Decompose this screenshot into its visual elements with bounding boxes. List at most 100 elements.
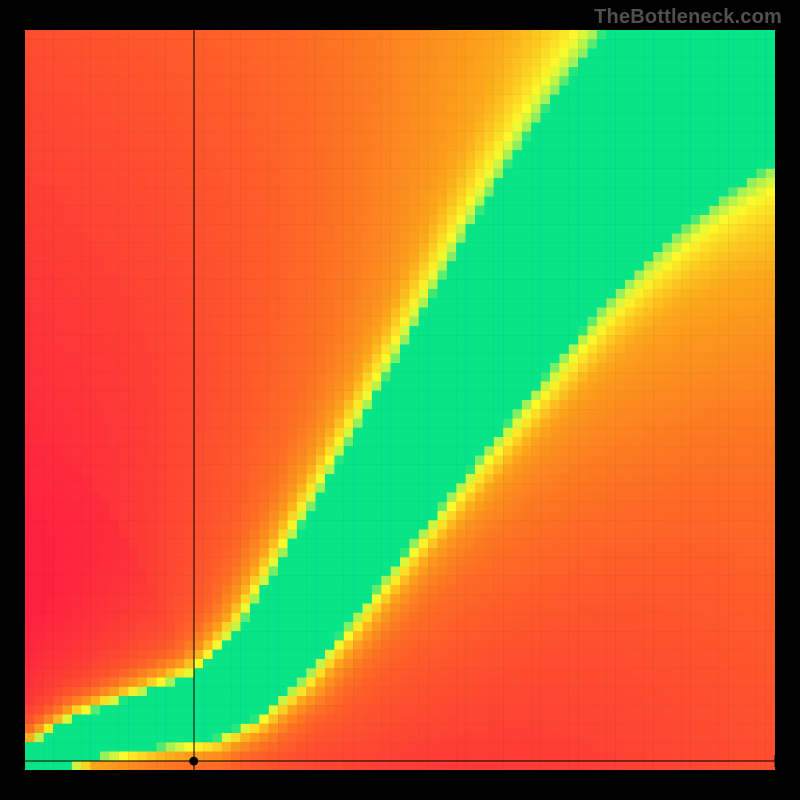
heatmap-cell <box>44 234 54 243</box>
heatmap-cell <box>269 483 279 492</box>
heatmap-cell <box>344 567 354 576</box>
heatmap-cell <box>653 576 663 585</box>
heatmap-cell <box>334 493 344 502</box>
heatmap-cell <box>288 141 298 150</box>
heatmap-cell <box>588 280 598 289</box>
heatmap-cell <box>606 58 616 67</box>
heatmap-cell <box>381 317 391 326</box>
heatmap-cell <box>109 382 119 391</box>
heatmap-cell <box>644 483 654 492</box>
heatmap-cell <box>709 511 719 520</box>
heatmap-cell <box>63 39 73 48</box>
heatmap-cell <box>278 76 288 85</box>
heatmap-cell <box>466 67 476 76</box>
heatmap-cell <box>334 317 344 326</box>
heatmap-cell <box>681 39 691 48</box>
heatmap-cell <box>475 557 485 566</box>
heatmap-cell <box>719 409 729 418</box>
heatmap-cell <box>109 576 119 585</box>
heatmap-cell <box>653 30 663 39</box>
heatmap-cell <box>72 502 82 511</box>
heatmap-cell <box>503 224 513 233</box>
heatmap-cell <box>72 160 82 169</box>
heatmap-cell <box>419 187 429 196</box>
heatmap-cell <box>147 252 157 261</box>
heatmap-cell <box>756 95 766 104</box>
heatmap-cell <box>109 548 119 557</box>
heatmap-cell <box>550 548 560 557</box>
heatmap-cell <box>766 252 775 261</box>
heatmap-cell <box>381 483 391 492</box>
heatmap-cell <box>194 76 204 85</box>
heatmap-cell <box>334 86 344 95</box>
heatmap-cell <box>484 113 494 122</box>
heatmap-cell <box>81 280 91 289</box>
heatmap-cell <box>222 520 232 529</box>
heatmap-cell <box>44 585 54 594</box>
heatmap-cell <box>109 58 119 67</box>
heatmap-cell <box>419 520 429 529</box>
heatmap-cell <box>513 39 523 48</box>
heatmap-cell <box>166 206 176 215</box>
heatmap-cell <box>559 474 569 483</box>
heatmap-cell <box>72 446 82 455</box>
heatmap-cell <box>578 95 588 104</box>
heatmap-cell <box>259 30 269 39</box>
heatmap-cell <box>194 317 204 326</box>
heatmap-cell <box>325 206 335 215</box>
heatmap-cell <box>372 557 382 566</box>
heatmap-cell <box>747 123 757 132</box>
heatmap-cell <box>513 289 523 298</box>
heatmap-cell <box>63 520 73 529</box>
heatmap-cell <box>44 141 54 150</box>
heatmap-cell <box>203 604 213 613</box>
heatmap-cell <box>691 345 701 354</box>
heatmap-cell <box>616 511 626 520</box>
heatmap-cell <box>475 354 485 363</box>
heatmap-cell <box>588 76 598 85</box>
heatmap-cell <box>756 557 766 566</box>
heatmap-cell <box>438 58 448 67</box>
heatmap-cell <box>447 123 457 132</box>
heatmap-cell <box>259 382 269 391</box>
heatmap-cell <box>766 400 775 409</box>
heatmap-cell <box>578 206 588 215</box>
heatmap-cell <box>541 372 551 381</box>
heatmap-cell <box>278 400 288 409</box>
heatmap-cell <box>288 493 298 502</box>
heatmap-cell <box>325 437 335 446</box>
heatmap-cell <box>522 271 532 280</box>
heatmap-cell <box>709 502 719 511</box>
heatmap-cell <box>634 456 644 465</box>
heatmap-cell <box>81 206 91 215</box>
heatmap-cell <box>203 326 213 335</box>
heatmap-cell <box>63 530 73 539</box>
heatmap-cell <box>231 354 241 363</box>
heatmap-cell <box>34 30 44 39</box>
heatmap-cell <box>578 39 588 48</box>
heatmap-cell <box>34 160 44 169</box>
heatmap-cell <box>156 354 166 363</box>
heatmap-cell <box>691 150 701 159</box>
heatmap-cell <box>503 511 513 520</box>
heatmap-cell <box>503 465 513 474</box>
heatmap-cell <box>691 39 701 48</box>
heatmap-cell <box>175 428 185 437</box>
heatmap-cell <box>428 345 438 354</box>
heatmap-cell <box>316 123 326 132</box>
heatmap-cell <box>194 261 204 270</box>
heatmap-cell <box>503 317 513 326</box>
heatmap-cell <box>569 234 579 243</box>
heatmap-cell <box>353 446 363 455</box>
heatmap-cell <box>81 215 91 224</box>
heatmap-cell <box>606 280 616 289</box>
heatmap-cell <box>119 594 129 603</box>
heatmap-cell <box>241 530 251 539</box>
heatmap-cell <box>747 104 757 113</box>
heatmap-cell <box>681 58 691 67</box>
heatmap-cell <box>334 289 344 298</box>
heatmap-cell <box>578 58 588 67</box>
heatmap-cell <box>91 345 101 354</box>
heatmap-cell <box>325 345 335 354</box>
heatmap-cell <box>428 169 438 178</box>
